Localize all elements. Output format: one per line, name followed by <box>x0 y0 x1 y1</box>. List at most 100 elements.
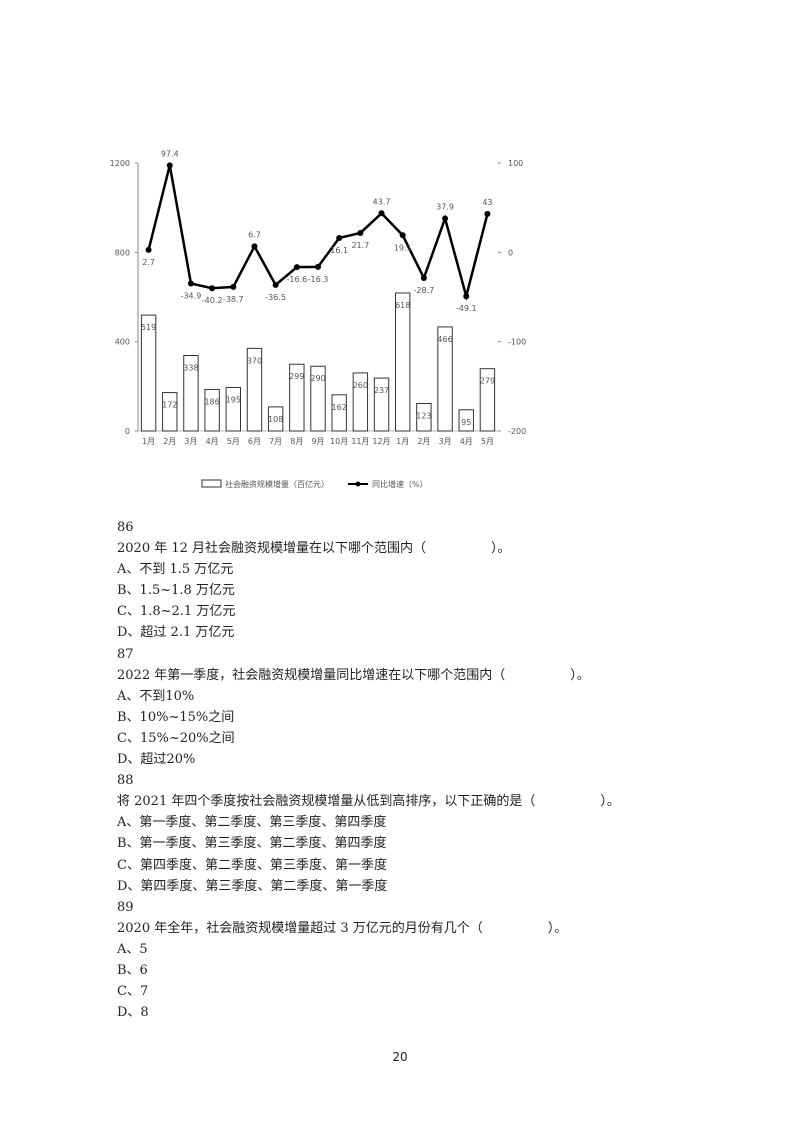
line-label: -16.6 <box>286 275 307 284</box>
option: D、8 <box>117 1005 149 1021</box>
bar <box>437 326 453 432</box>
option: D、第四季度、第三季度、第二季度、第一季度 <box>117 878 388 894</box>
left-tick-label: 1200 <box>110 159 130 168</box>
line-label: -38.7 <box>223 295 244 304</box>
bar-label: 195 <box>226 395 241 404</box>
legend-line-marker <box>355 481 361 487</box>
question-number: 88 <box>117 773 134 789</box>
bar-label: 108 <box>268 415 283 424</box>
question-stem: 2020 年 12 月社会融资规模增量在以下哪个范围内（ ）。 <box>117 541 511 557</box>
line-label: 43 <box>482 198 492 207</box>
line-point <box>420 274 427 281</box>
bar <box>352 372 369 432</box>
bar-label: 237 <box>374 386 389 395</box>
right-tick-label: -200 <box>508 427 526 436</box>
line-point <box>272 281 279 288</box>
x-tick-label: 1月 <box>142 437 155 446</box>
option: A、不到10% <box>117 688 195 704</box>
x-tick-label: 2月 <box>163 437 176 446</box>
line-point <box>463 293 470 300</box>
legend-line-label: 同比增速（%） <box>372 479 428 489</box>
line-point <box>145 246 152 253</box>
bar-label: 172 <box>162 401 177 410</box>
bar <box>331 394 347 432</box>
bar-label: 290 <box>310 374 325 383</box>
bar-label: 299 <box>289 372 304 381</box>
page-number: 20 <box>392 1050 408 1064</box>
question-stem: 将 2021 年四个季度按社会融资规模增量从低到高排序，以下正确的是（ ）。 <box>117 794 620 810</box>
x-tick-label: 4月 <box>460 437 473 446</box>
line-point <box>336 234 343 241</box>
x-tick-label: 10月 <box>330 437 348 446</box>
bar-label: 123 <box>416 412 431 421</box>
left-tick-label: 400 <box>115 338 130 347</box>
line-point <box>187 280 194 287</box>
option: D、超过 2.1 万亿元 <box>117 625 235 641</box>
line-point <box>209 285 216 292</box>
question-number: 89 <box>117 899 134 915</box>
legend-bar-swatch <box>201 479 222 488</box>
line-point <box>166 162 173 169</box>
line-label: -28.7 <box>414 286 435 295</box>
bar-label: 519 <box>141 323 156 332</box>
option: A、不到 1.5 万亿元 <box>117 562 234 578</box>
bar <box>183 355 199 432</box>
option: B、第一季度、第三季度、第二季度、第四季度 <box>117 836 387 852</box>
right-tick-label: 100 <box>508 159 523 168</box>
x-tick-label: 4月 <box>206 437 219 446</box>
bar <box>140 314 157 432</box>
bar-label: 162 <box>332 403 347 412</box>
line-point <box>378 210 385 217</box>
x-tick-label: 11月 <box>351 437 369 446</box>
option: A、第一季度、第二季度、第三季度、第四季度 <box>117 815 387 831</box>
line-label: -49.1 <box>456 304 477 313</box>
bar <box>204 388 220 432</box>
option: D、超过20% <box>117 752 196 768</box>
bar <box>162 392 178 432</box>
bar <box>479 368 496 432</box>
bar <box>310 365 326 432</box>
bar <box>267 406 284 432</box>
line-point <box>315 263 321 270</box>
bar <box>246 347 263 432</box>
bar <box>373 377 390 432</box>
line-label: 97.4 <box>161 149 179 158</box>
option: B、10%~15%之间 <box>117 709 235 725</box>
line-label: -36.5 <box>265 293 286 302</box>
bar <box>458 409 474 432</box>
option: C、15%~20%之间 <box>117 730 235 746</box>
bar <box>416 403 432 432</box>
option: C、1.8~2.1 万亿元 <box>117 604 236 620</box>
question-stem: 2022 年第一季度，社会融资规模增量同比增速在以下哪个范围内（ ）。 <box>117 667 590 683</box>
x-tick-label: 1月 <box>396 437 409 446</box>
line-point <box>251 243 258 250</box>
bar-label: 260 <box>353 381 368 390</box>
line-point <box>293 264 300 271</box>
question-number: 86 <box>117 520 134 535</box>
line-point <box>399 232 406 239</box>
line-label: 6.7 <box>248 230 261 239</box>
bar <box>289 363 305 432</box>
x-tick-label: 12月 <box>372 437 390 446</box>
x-tick-label: 8月 <box>290 437 303 446</box>
line-label: 19.1 <box>394 243 412 252</box>
line-label: -34.9 <box>181 292 202 301</box>
bar-label: 338 <box>183 364 198 373</box>
option: A、5 <box>117 941 148 957</box>
line-label: 21.7 <box>351 241 369 250</box>
line-point <box>230 283 237 290</box>
question-stem: 2020 年全年，社会融资规模增量超过 3 万亿元的月份有几个（ ）。 <box>117 920 568 936</box>
right-tick-label: 0 <box>508 248 513 257</box>
chart: 0 400 800 1200 -200 -100 0 100 519 1月 172 2月 338 3月 18… <box>110 149 527 489</box>
x-tick-label: 9月 <box>311 437 324 446</box>
left-tick-label: 0 <box>125 427 130 436</box>
line-label: 16.1 <box>330 246 348 255</box>
legend-bar-label: 社会融资规模增量（百亿元） <box>225 479 329 489</box>
x-tick-label: 5月 <box>481 437 494 446</box>
x-tick-label: 3月 <box>184 437 197 446</box>
line-label: 37.9 <box>436 202 454 211</box>
x-tick-label: 3月 <box>439 437 452 446</box>
x-tick-label: 2月 <box>417 437 430 446</box>
line-point <box>442 215 449 222</box>
line-label: -16.3 <box>308 275 329 284</box>
